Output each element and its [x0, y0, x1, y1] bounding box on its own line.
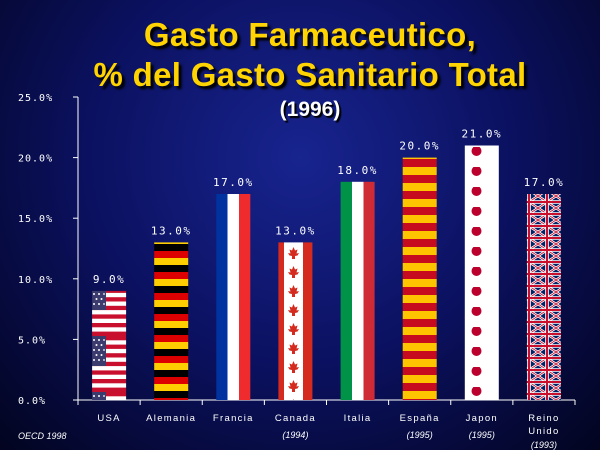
- bar: [464, 145, 499, 400]
- y-tick-label: 10.0%: [18, 275, 53, 286]
- category-note: (1994): [282, 430, 308, 440]
- data-label: 13.0%: [275, 224, 316, 237]
- bar: [216, 194, 251, 400]
- chart-subtitle: (1996): [279, 98, 341, 121]
- x-tick-label: España: [400, 413, 440, 424]
- bar: [278, 242, 313, 400]
- chart-title: Gasto Farmaceutico,: [143, 16, 477, 53]
- y-tick-label: 0.0%: [18, 396, 46, 407]
- data-label: 13.0%: [151, 224, 192, 237]
- category-note: (1995): [469, 430, 495, 440]
- category-note: (1993): [531, 440, 557, 450]
- bar: [154, 242, 189, 400]
- data-label: 20.0%: [399, 140, 440, 153]
- x-tick-label: Alemania: [146, 413, 196, 424]
- x-tick-label: Japon: [466, 413, 498, 424]
- x-tick-label: Canada: [275, 413, 316, 424]
- bar: [402, 157, 437, 400]
- data-label: 21.0%: [462, 127, 503, 140]
- y-tick-label: 15.0%: [18, 214, 53, 225]
- x-tick-label: Reino: [528, 413, 559, 424]
- y-tick-label: 20.0%: [18, 154, 53, 165]
- bar: [340, 181, 375, 400]
- bar: [92, 290, 127, 400]
- data-label: 17.0%: [524, 176, 565, 189]
- chart-title-line2: % del Gasto Sanitario Total: [93, 56, 527, 93]
- bars: [92, 145, 561, 400]
- source-note: OECD 1998: [18, 431, 67, 441]
- data-label: 9.0%: [93, 273, 126, 286]
- x-tick-label: Francia: [213, 413, 254, 424]
- y-tick-label: 5.0%: [18, 335, 46, 346]
- data-label: 18.0%: [337, 164, 378, 177]
- data-label: 17.0%: [213, 176, 254, 189]
- category-note: (1995): [407, 430, 433, 440]
- x-tick-label: Unido: [528, 426, 559, 437]
- labels: 9.0% USA 13.0% Alemania 17.0% Francia 13.0% Can…: [93, 127, 565, 450]
- y-tick-label: 25.0%: [18, 93, 53, 104]
- bar: [526, 194, 561, 400]
- x-tick-label: USA: [97, 413, 120, 424]
- x-tick-label: Italia: [344, 413, 372, 424]
